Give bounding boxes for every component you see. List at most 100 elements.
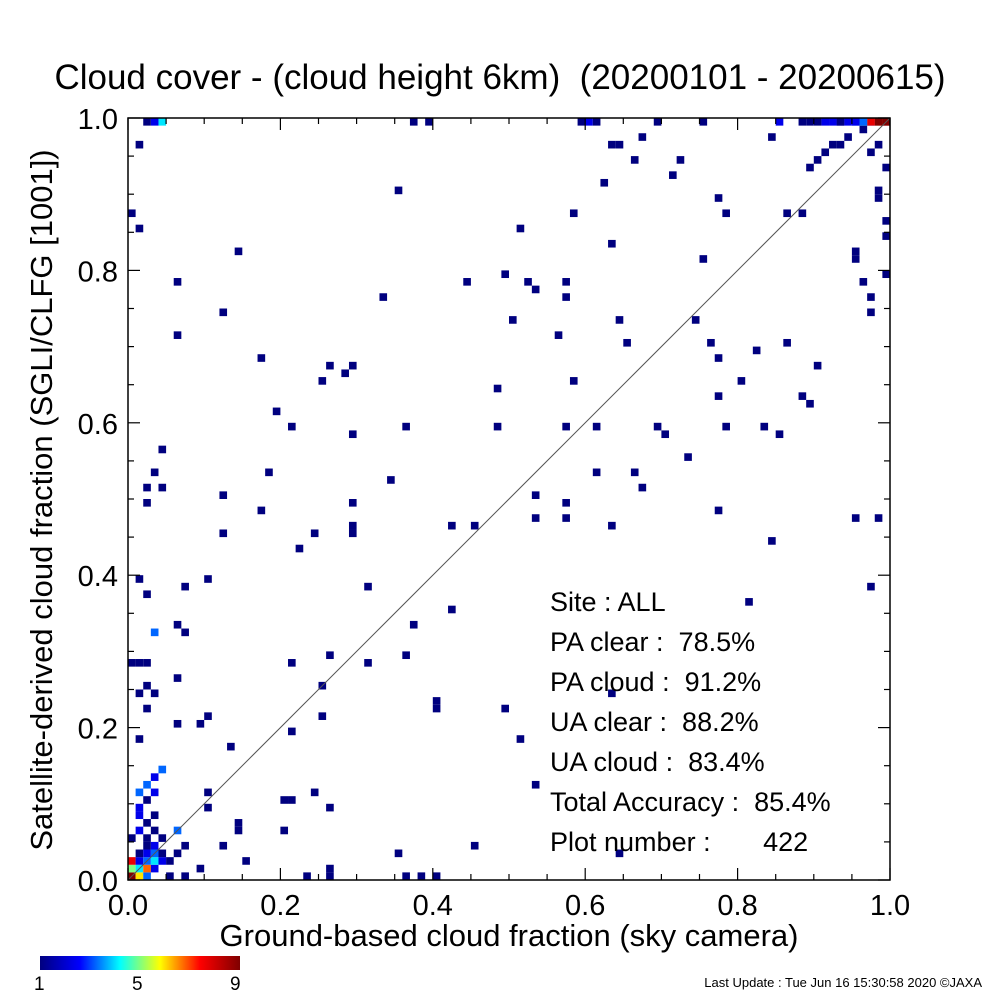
heatmap-cell-49 [181,841,189,850]
heatmap-cell-19 [143,834,151,842]
heatmap-cell-34 [135,735,144,743]
heatmap-cell-216 [874,186,883,195]
heatmap-cell-100 [341,369,349,378]
x-tick-label-2: 0.4 [413,890,453,922]
heatmap-cell-130 [470,841,479,850]
heatmap-cell-52 [173,620,182,629]
heatmap-cell-44 [143,590,151,599]
heatmap-cell-232 [821,118,830,126]
heatmap-cell-41 [143,659,151,667]
heatmap-cell-132 [493,384,502,393]
heatmap-cell-21 [135,826,144,835]
heatmap-cell-122 [432,872,441,880]
heatmap-cell-157 [615,140,624,149]
heatmap-cell-77 [150,118,159,126]
heatmap-cell-205 [851,255,860,263]
heatmap-cell-120 [402,872,410,880]
heatmap-cell-74 [128,209,136,218]
heatmap-cells [128,118,890,880]
heatmap-cell-207 [867,293,875,301]
heatmap-cell-177 [638,133,647,141]
heatmap-cell-233 [813,118,822,126]
heatmap-cell-136 [509,316,517,324]
heatmap-cell-154 [592,118,601,126]
heatmap-cell-176 [630,156,639,164]
heatmap-cell-215 [874,194,883,202]
heatmap-cell-172 [714,354,723,362]
heatmap-cell-69 [143,499,151,507]
heatmap-cell-112 [364,659,372,667]
heatmap-cell-192 [806,399,814,408]
heatmap-cell-103 [348,499,357,507]
heatmap-cell-15 [158,849,167,858]
heatmap-cell-220 [859,125,868,134]
colorbar-tick-mid: 5 [132,974,143,995]
x-tick-label-4: 0.8 [717,890,757,922]
y-tick-label-1: 0.2 [78,714,118,746]
y-tick-label-0: 0.0 [78,866,118,898]
colorbar-tick-min: 1 [34,974,45,995]
heatmap-cell-213 [882,232,890,240]
heatmap-cell-159 [615,316,624,324]
heatmap-cell-147 [562,499,570,507]
heatmap-cell-134 [501,270,509,279]
heatmap-cell-239 [844,133,852,141]
heatmap-cell-75 [135,224,144,233]
heatmap-cell-126 [432,704,441,713]
heatmap-cell-193 [813,361,822,370]
heatmap-cell-161 [592,422,601,431]
heatmap-cell-234 [806,118,814,126]
heatmap-cell-84 [257,506,266,515]
stat-pa-cloud: PA cloud : 91.2% [550,667,762,697]
x-axis-label: Ground-based cloud fraction (sky camera) [219,918,799,953]
heatmap-cell-201 [829,140,837,149]
heatmap-cell-128 [448,521,456,530]
stat-site: Site : ALL [550,587,666,617]
heatmap-cell-178 [653,118,662,126]
heatmap-cell-153 [585,118,593,126]
heatmap-cell-91 [288,727,296,736]
heatmap-cell-190 [783,338,791,347]
heatmap-cell-142 [531,514,540,522]
stat-ua-cloud: UA cloud : 83.4% [550,747,765,777]
heatmap-cell-121 [417,872,426,880]
axis-ticks: 0.00.0 0.2 0.2 0.4 0.4 0.6 0.6 0.8 0.8 1.0 1.0 [78,104,910,922]
heatmap-cell-116 [402,422,410,431]
heatmap-cell-117 [402,651,410,660]
chart-title: Cloud cover - (cloud height 6km) (202001… [54,58,946,97]
heatmap-cell-164 [630,468,639,477]
y-tick-label-5: 1.0 [78,104,118,136]
heatmap-cell-175 [714,506,723,515]
heatmap-cell-131 [463,278,471,286]
heatmap-cell-83 [265,468,273,477]
heatmap-cell-210 [851,514,860,522]
heatmap-cell-180 [676,156,685,164]
heatmap-cell-66 [219,308,228,317]
heatmap-cell-189 [775,430,784,439]
heatmap-cell-47 [166,872,174,880]
heatmap-cell-88 [280,796,289,804]
heatmap-cell-137 [516,224,525,233]
heatmap-cell-67 [173,331,182,339]
stat-total-accuracy: Total Accuracy : 85.4% [550,787,831,817]
heatmap-cell-87 [288,422,296,431]
heatmap-cell-86 [272,407,281,416]
colorbar-tick-max: 9 [230,974,241,995]
heatmap-cell-195 [775,118,784,126]
heatmap-cell-26 [150,811,159,820]
heatmap-cell-181 [699,118,708,126]
heatmap-cell-133 [493,422,502,431]
heatmap-cell-80 [242,857,250,865]
heatmap-cell-97 [318,712,327,720]
y-tick-label-2: 0.4 [78,561,118,593]
heatmap-cell-206 [859,278,868,286]
heatmap-cell-184 [737,377,746,385]
heatmap-cell-61 [219,841,228,850]
heatmap-cell-226 [867,118,875,126]
heatmap-cell-98 [318,377,327,385]
heatmap-cell-155 [600,178,609,187]
heatmap-cell-196 [783,209,791,218]
heatmap-cell-57 [204,712,212,720]
heatmap-cell-99 [326,361,334,370]
